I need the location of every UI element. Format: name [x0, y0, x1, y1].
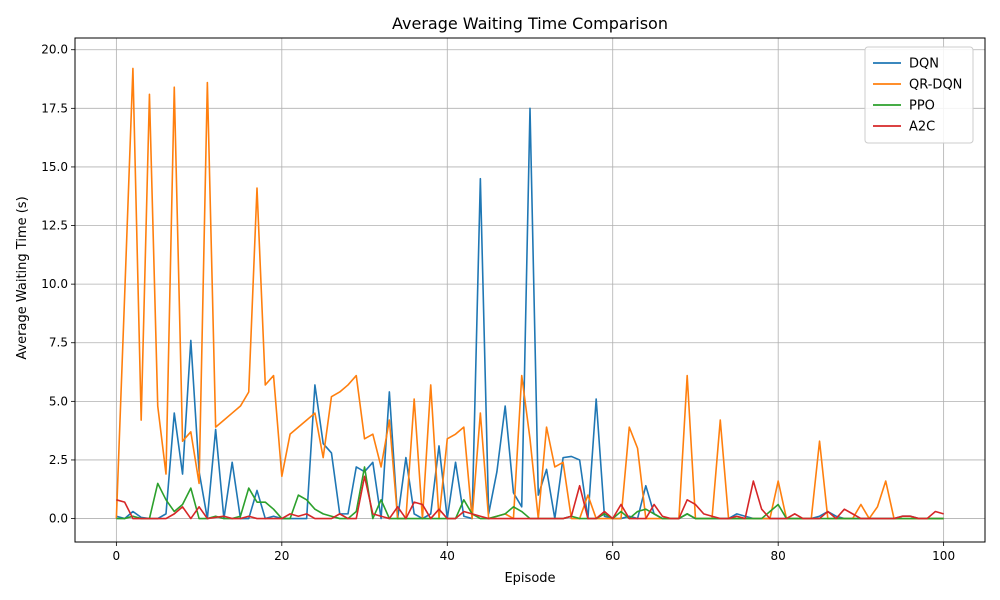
legend-label-a2c: A2C	[909, 120, 935, 135]
x-tick-label: 60	[605, 549, 620, 563]
x-axis-label: Episode	[504, 571, 555, 586]
x-tick-label: 80	[771, 549, 786, 563]
y-axis-ticks: 0.0 2.5 5.0 7.5 10.0 12.5 15.0 17.5 20.0	[41, 43, 75, 526]
plot-frame	[74, 37, 986, 543]
series-layer	[115, 67, 944, 520]
x-tick-label: 20	[274, 549, 289, 563]
x-tick-label: 100	[932, 549, 955, 563]
chart-title: Average Waiting Time Comparison	[392, 14, 668, 33]
y-tick-label: 17.5	[41, 101, 68, 115]
legend-label-ppo: PPO	[909, 99, 935, 114]
y-tick-label: 15.0	[41, 160, 68, 174]
y-tick-label: 10.0	[41, 277, 68, 291]
x-axis-ticks: 0 20 40 60 80 100	[113, 542, 955, 563]
legend-label-dqn: DQN	[909, 57, 939, 72]
y-tick-label: 7.5	[49, 336, 68, 350]
y-axis-label: Average Waiting Time (s)	[15, 196, 30, 359]
y-tick-label: 5.0	[49, 394, 68, 408]
legend: DQN QR-DQN PPO A2C	[864, 46, 974, 144]
y-tick-label: 0.0	[49, 512, 68, 526]
legend-box	[864, 46, 974, 144]
series-line-a2c	[116, 475, 944, 520]
y-tick-label: 12.5	[41, 219, 68, 233]
y-tick-label: 20.0	[41, 43, 68, 57]
x-tick-label: 0	[113, 549, 121, 563]
legend-label-qr-dqn: QR-DQN	[909, 78, 962, 93]
x-tick-label: 40	[440, 549, 455, 563]
y-tick-label: 2.5	[49, 453, 68, 467]
